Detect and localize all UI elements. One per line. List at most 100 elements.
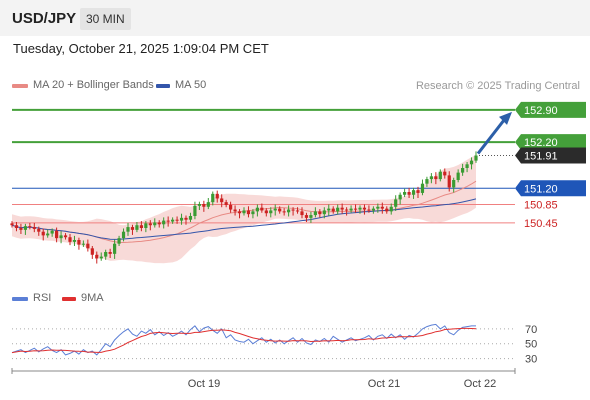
level-label: 151.91 xyxy=(524,151,558,163)
candle-body xyxy=(389,206,393,212)
candle-body xyxy=(291,209,295,211)
candle-body xyxy=(171,219,175,222)
candle-body xyxy=(211,193,215,203)
arrow-shaft xyxy=(476,117,507,155)
candle-body xyxy=(81,243,85,245)
candle-body xyxy=(179,217,184,221)
level-tag xyxy=(515,101,586,118)
ma20-legend: MA 20 + Bollinger Bands xyxy=(33,79,154,91)
x-tick-label: Oct 19 xyxy=(188,378,220,390)
level-label: 150.85 xyxy=(524,199,558,211)
candle-body xyxy=(193,205,197,216)
ma50-line xyxy=(11,198,477,240)
candle-body xyxy=(300,211,304,216)
candle-body xyxy=(86,243,90,249)
level-label: 152.90 xyxy=(524,105,558,117)
candle-body xyxy=(273,208,277,211)
credit-label: Research © 2025 Trading Central xyxy=(415,80,580,92)
candle-body xyxy=(90,248,94,255)
candle-body xyxy=(358,207,362,210)
candle-body xyxy=(380,206,384,209)
candle-body xyxy=(447,175,451,188)
candle-body xyxy=(318,211,322,215)
candle-body xyxy=(251,211,255,215)
level-label: 152.20 xyxy=(524,137,558,149)
rsi-tick-label: 50 xyxy=(525,339,537,351)
candle-body xyxy=(144,223,148,228)
candle-body xyxy=(322,210,326,215)
ma50-legend: MA 50 xyxy=(175,79,207,91)
candle-body xyxy=(331,208,335,212)
candle-body xyxy=(113,243,117,254)
candle-body xyxy=(403,192,407,195)
candle-body xyxy=(434,176,438,180)
candle-body xyxy=(336,207,340,212)
candle-body xyxy=(130,227,135,230)
candle-body xyxy=(46,233,50,236)
candle-body xyxy=(188,216,193,220)
level-label: 151.20 xyxy=(524,183,558,195)
candle-body xyxy=(465,164,469,168)
x-axis: Oct 19 Oct 21 Oct 22 xyxy=(11,368,516,390)
rsi-tick-label: 30 xyxy=(525,354,537,366)
level-label: 150.45 xyxy=(524,218,558,230)
candle-body xyxy=(121,231,126,239)
candle-body xyxy=(438,171,442,180)
candle-body xyxy=(349,208,353,211)
candle-body xyxy=(278,208,282,212)
candle-body xyxy=(237,211,242,214)
candle-body xyxy=(385,208,389,212)
candle-body xyxy=(139,225,143,228)
candle-body xyxy=(398,194,402,200)
candle-body xyxy=(41,231,45,236)
arrow-head xyxy=(499,111,512,125)
x-tick-label: Oct 21 xyxy=(368,378,400,390)
candle-body xyxy=(10,223,14,226)
rsi-ma-swatch xyxy=(62,297,76,301)
candle-body xyxy=(411,190,416,195)
candle-body xyxy=(175,219,179,221)
timeframe-button[interactable]: 30 MIN xyxy=(80,8,131,30)
candle-body xyxy=(304,215,309,218)
candle-body xyxy=(407,192,411,195)
candle-body xyxy=(23,226,27,230)
rsi-ma-line xyxy=(11,327,477,354)
candle-body xyxy=(260,207,264,211)
candle-body xyxy=(420,183,425,193)
candle-body xyxy=(269,210,273,214)
ma50-swatch xyxy=(156,84,170,88)
candle-body xyxy=(157,222,161,225)
candle-body xyxy=(461,168,465,173)
candle-body xyxy=(452,180,456,188)
candle-body xyxy=(425,179,429,184)
target-arrow xyxy=(476,111,512,155)
candle-body xyxy=(37,228,41,232)
candle-body xyxy=(242,210,246,214)
candle-body xyxy=(394,199,398,207)
candle-body xyxy=(371,208,375,211)
rsi-swatch xyxy=(12,297,28,301)
candle-body xyxy=(246,210,251,215)
candle-body xyxy=(108,252,112,254)
level-tag xyxy=(515,180,586,197)
candle-body xyxy=(429,176,433,180)
x-tick-label: Oct 22 xyxy=(464,378,496,390)
candle-body xyxy=(443,171,447,176)
candle-body xyxy=(474,155,478,161)
candle-body xyxy=(416,190,420,193)
candle-body xyxy=(99,256,103,259)
candle-body xyxy=(215,193,219,199)
candle-body xyxy=(72,240,77,242)
rsi-legend: RSI xyxy=(33,292,52,304)
candle-body xyxy=(255,207,259,212)
candle-body xyxy=(469,160,474,165)
rsi-panel: 70 50 30 xyxy=(11,324,537,366)
candle-body xyxy=(126,227,130,232)
candle-body xyxy=(313,211,317,216)
candle-body xyxy=(162,220,166,225)
candle-body xyxy=(456,172,460,180)
candle-body xyxy=(59,235,63,239)
candle-body xyxy=(153,222,157,226)
candle-body xyxy=(340,207,344,210)
